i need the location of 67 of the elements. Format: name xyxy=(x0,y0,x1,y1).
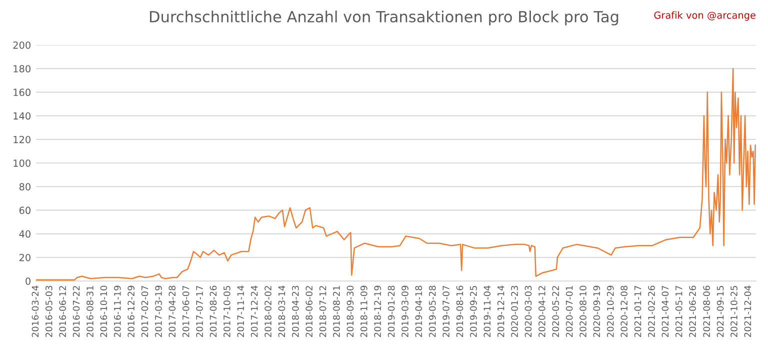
y-tick-label: 160 xyxy=(14,88,30,96)
x-tick-label: 2019-04-18 xyxy=(415,286,422,337)
x-tick-label: 2017-04-28 xyxy=(168,286,176,337)
y-tick-label: 20 xyxy=(19,254,30,262)
x-tick-label: 2017-03-19 xyxy=(155,286,162,337)
x-tick-label: 2019-08-16 xyxy=(456,286,464,337)
x-tick-label: 2017-08-26 xyxy=(210,286,217,337)
x-tick-label: 2018-03-14 xyxy=(278,286,286,337)
x-tick-label: 2020-01-23 xyxy=(511,286,518,337)
y-tick-label: 120 xyxy=(14,136,30,144)
x-tick-label: 2019-07-07 xyxy=(442,286,450,337)
y-tick-label: 80 xyxy=(19,183,30,190)
x-tick-label: 2019-03-09 xyxy=(402,286,408,337)
x-tick-label: 2019-09-25 xyxy=(470,286,477,337)
text: Grafik von @arcange xyxy=(654,11,756,21)
x-tick-label: 2016-07-22 xyxy=(72,286,80,337)
x-tick-label: 2021-05-17 xyxy=(675,286,682,337)
x-tick-label: 2020-12-08 xyxy=(620,286,628,337)
y-tick-label: 0 xyxy=(26,277,30,285)
x-tick-label: 2018-12-19 xyxy=(374,286,381,337)
x-tick-label: 2020-07-01 xyxy=(566,286,573,337)
x-tick-label: 2017-07-17 xyxy=(196,286,203,337)
y-tick-label: 180 xyxy=(14,65,30,72)
x-tick-label: 2016-03-24 xyxy=(32,286,39,337)
x-tick-label: 2017-10-05 xyxy=(224,286,230,337)
x-tick-label: 2021-12-04 xyxy=(744,286,752,337)
x-tick-label: 2020-05-22 xyxy=(552,286,560,337)
y-tick-label: 100 xyxy=(14,159,30,167)
x-tick-label: 2018-07-12 xyxy=(319,286,326,337)
x-tick-label: 2020-10-29 xyxy=(606,286,614,337)
x-tick-label: 2019-05-28 xyxy=(428,286,436,337)
x-tick-label: 2019-12-14 xyxy=(497,286,504,337)
x-tick-label: 2020-08-10 xyxy=(580,286,586,337)
x-tick-label: 2016-08-31 xyxy=(86,286,94,337)
x-tick-label: 2021-08-06 xyxy=(703,286,710,337)
y-tick-label: 40 xyxy=(19,230,30,238)
x-tick-label: 2020-03-03 xyxy=(524,286,532,337)
x-tick-label: 2020-04-12 xyxy=(538,286,546,337)
x-tick-label: 2018-06-02 xyxy=(306,286,313,337)
x-tick-label: 2018-09-30 xyxy=(346,286,354,337)
x-tick-label: 2017-11-14 xyxy=(237,286,244,337)
y-tick-label: 200 xyxy=(13,41,30,49)
x-tick-label: 2021-10-25 xyxy=(730,286,738,337)
y-tick-label: 60 xyxy=(19,206,30,214)
x-tick-label: 2021-01-17 xyxy=(634,286,642,337)
line-series xyxy=(36,68,756,280)
x-tick-label: 2016-12-29 xyxy=(128,286,134,337)
y-tick-label: 140 xyxy=(14,112,30,120)
x-tick-label: 2016-10-10 xyxy=(100,286,108,337)
x-tick-label: 2021-06-26 xyxy=(689,286,696,337)
x-tick-label: 2021-02-26 xyxy=(648,286,655,337)
x-tick-label: 2016-05-03 xyxy=(45,286,52,337)
x-tick-label: 2018-11-09 xyxy=(360,286,368,337)
x-tick-label: 2017-02-07 xyxy=(141,286,148,337)
x-tick-label: 2021-09-15 xyxy=(716,286,724,337)
x-tick-label: 2019-01-28 xyxy=(388,286,395,337)
x-tick-label: 2016-11-19 xyxy=(114,286,121,337)
x-tick-label: 2018-02-02 xyxy=(264,286,272,337)
x-tick-label: 2016-06-12 xyxy=(59,286,66,337)
x-tick-label: 2019-11-04 xyxy=(484,286,491,337)
x-tick-label: 2017-12-24 xyxy=(250,286,258,337)
x-tick-label: 2021-04-07 xyxy=(662,286,669,337)
chart-title: Durchschnittliche Anzahl von Transaktionen pro Block pro Tag xyxy=(150,10,618,26)
x-tick-label: 2020-09-19 xyxy=(593,286,600,337)
x-tick-label: 2018-08-21 xyxy=(333,286,340,337)
x-tick-label: 2017-06-07 xyxy=(182,286,190,337)
x-tick-label: 2018-04-23 xyxy=(292,286,299,337)
